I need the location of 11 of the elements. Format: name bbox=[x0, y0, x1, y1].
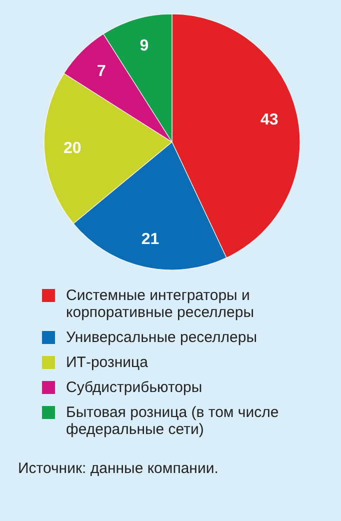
data-label: 20 bbox=[63, 140, 82, 157]
legend-label: Субдистрибьюторы bbox=[66, 379, 202, 396]
data-label: 21 bbox=[141, 230, 160, 248]
text: Источник: данные компании. bbox=[18, 460, 218, 477]
data-label: 7 bbox=[96, 62, 106, 80]
legend-label: Бытовая розница (в том числе федеральные сети) bbox=[66, 404, 279, 438]
data-label: 9 bbox=[140, 38, 149, 55]
legend-label: Универсальные реселлеры bbox=[66, 329, 257, 346]
data-label: 43 bbox=[260, 112, 278, 129]
legend-label: ИТ-розница bbox=[66, 354, 149, 371]
legend-label: Системные интеграторы и корпоративные реселлеры bbox=[66, 287, 254, 321]
